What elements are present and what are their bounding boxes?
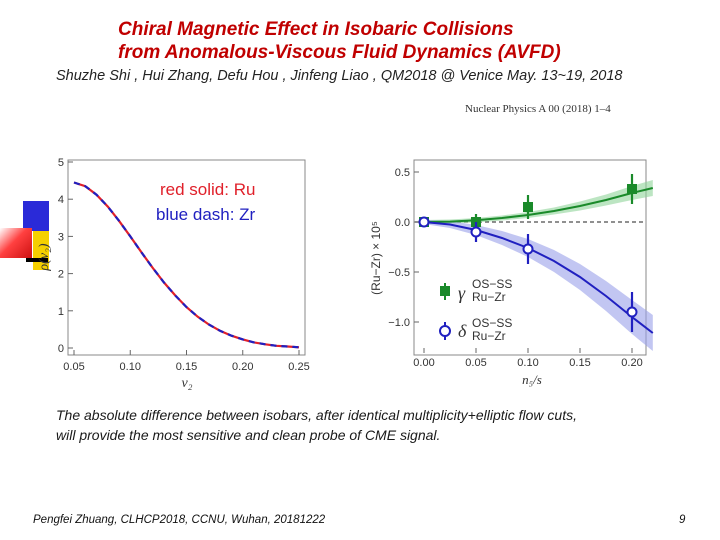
delta-point	[626, 306, 638, 318]
left-xtick-label: 0.20	[232, 361, 253, 373]
legend-gamma-top: OS−SS	[472, 277, 512, 291]
legend-delta-bottom: Ru−Zr	[472, 329, 506, 343]
left-xlabel: v₂	[181, 376, 192, 391]
right-ytick-label: −1.0	[388, 317, 410, 329]
left-xtick-label: 0.10	[120, 361, 141, 373]
caption-line-2: will provide the most sensitive and clea…	[56, 427, 441, 443]
left-ytick-label: 3	[58, 231, 64, 243]
gamma-band	[424, 180, 653, 224]
title-line-2: from Anomalous-Viscous Fluid Dynamics (A…	[118, 42, 561, 63]
left-xtick-label: 0.05	[63, 361, 84, 373]
delta-point	[522, 243, 534, 255]
gamma-point	[627, 184, 637, 194]
decor-red-square	[0, 228, 32, 258]
right-xtick-label: 0.20	[621, 357, 642, 369]
slide-title: Chiral Magnetic Effect in Isobaric Colli…	[118, 18, 678, 64]
left-ytick-label: 2	[58, 269, 64, 281]
right-xtick-label: 0.10	[517, 357, 538, 369]
left-curves	[73, 181, 300, 349]
left-xtick-label: 0.25	[288, 361, 309, 373]
right-axis-ticks: 0.00 0.05 0.10 0.15 0.20 0.5 0.0 −0.5 −1.0	[388, 167, 642, 369]
legend-gamma-bottom: Ru−Zr	[472, 290, 506, 304]
page-number: 9	[679, 514, 686, 526]
caption: The absolute difference between isobars,…	[56, 405, 686, 445]
right-xtick-label: 0.15	[569, 357, 590, 369]
footer-text: Pengfei Zhuang, CLHCP2018, CCNU, Wuhan, …	[33, 514, 326, 526]
zr-curve	[73, 181, 300, 349]
delta-band	[424, 220, 653, 351]
left-ytick-label: 5	[58, 157, 64, 169]
delta-point	[418, 216, 430, 228]
delta-curve	[423, 221, 654, 334]
gamma-curve	[423, 187, 654, 223]
decor-blue-square	[23, 201, 49, 231]
right-xlabel: n₅/s	[522, 372, 542, 387]
left-ytick-label: 4	[58, 194, 64, 206]
legend-gamma-symbol: γ	[458, 283, 466, 303]
right-ytick-label: 0.0	[395, 217, 410, 229]
left-ylabel: ρ(v₂)	[37, 243, 52, 271]
left-plot-frame	[67, 159, 306, 356]
template-decoration	[0, 0, 60, 300]
legend-delta-top: OS−SS	[472, 316, 512, 330]
caption-line-1: The absolute difference between isobars,…	[56, 407, 577, 423]
right-ylabel: (Ru−Zr) × 10⁵	[369, 221, 383, 295]
decor-black-bar	[26, 258, 48, 262]
delta-point	[470, 226, 482, 238]
left-legend-ru: red solid: Ru	[160, 180, 255, 199]
title-line-1: Chiral Magnetic Effect in Isobaric Colli…	[118, 19, 514, 40]
journal-citation: Nuclear Physics A 00 (2018) 1–4	[465, 103, 611, 115]
right-plot-content	[415, 174, 654, 351]
left-legend-zr: blue dash: Zr	[156, 205, 256, 224]
legend-delta-symbol: δ	[458, 321, 467, 341]
right-xtick-label: 0.05	[465, 357, 486, 369]
right-legend: γ OS−SS Ru−Zr δ OS−SS Ru−Zr	[439, 277, 512, 343]
legend-delta-marker	[439, 325, 451, 337]
left-axis-ticks: 0.05 0.10 0.15 0.20 0.25 0 1 2 3 4 5	[58, 157, 310, 373]
left-ytick-label: 0	[58, 343, 64, 355]
right-ytick-label: 0.5	[395, 167, 410, 179]
gamma-point	[523, 202, 533, 212]
authors-line: Shuzhe Shi , Hui Zhang, Defu Hou , Jinfe…	[56, 68, 623, 84]
right-xtick-label: 0.00	[413, 357, 434, 369]
legend-gamma-marker	[440, 286, 450, 296]
left-xtick-label: 0.15	[176, 361, 197, 373]
right-ytick-label: −0.5	[388, 267, 410, 279]
left-ytick-label: 1	[58, 306, 64, 318]
